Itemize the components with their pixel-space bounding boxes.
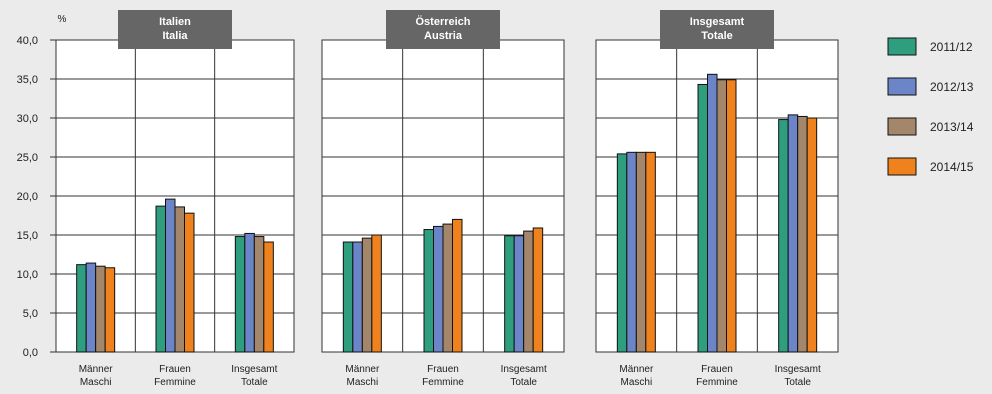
panel-title: Insgesamt: [690, 16, 745, 28]
category-label: Frauen: [427, 364, 459, 375]
panel-title: Österreich: [415, 15, 470, 28]
category-label: Frauen: [701, 364, 733, 375]
bar: [104, 267, 116, 353]
bar: [342, 241, 354, 353]
unit-label: %: [58, 14, 67, 25]
bar: [423, 229, 434, 353]
chart-panel: Männer Maschi Frauen Femmine Insgesamt Totale…: [55, 10, 295, 388]
bar: [76, 264, 87, 353]
category-label: Femmine: [696, 377, 738, 388]
category-label: Femmine: [422, 377, 464, 388]
bar: [442, 223, 453, 353]
legend-swatch: [887, 157, 917, 176]
legend-label: 2013/14: [930, 120, 974, 134]
bar: [787, 114, 799, 353]
bar: [361, 237, 373, 353]
category-label: Insgesamt: [775, 364, 821, 375]
bar: [184, 212, 195, 353]
category-label: Insgesamt: [231, 364, 277, 375]
legend-swatch: [887, 37, 917, 56]
panel-title-box: [118, 10, 232, 49]
legend-swatch: [887, 77, 917, 96]
category-label: Maschi: [80, 377, 112, 388]
bar: [234, 236, 246, 353]
bar: [626, 151, 637, 353]
panel-title: Totale: [701, 30, 733, 42]
bar: [707, 73, 718, 353]
bar: [645, 151, 656, 353]
y-tick-label: 0,0: [23, 347, 38, 359]
category-label: Männer: [79, 364, 114, 375]
bar: [716, 79, 727, 353]
panel-title: Austria: [424, 30, 463, 42]
bar: [635, 151, 647, 353]
bar: [726, 79, 737, 353]
y-tick-label: 35,0: [17, 74, 38, 86]
category-label: Maschi: [346, 377, 378, 388]
bar: [513, 235, 525, 353]
y-tick-label: 40,0: [17, 35, 38, 47]
bar: [95, 265, 106, 353]
panel-title: Italia: [162, 30, 188, 42]
y-tick-label: 5,0: [23, 308, 38, 320]
bar: [532, 227, 544, 353]
bar: [155, 205, 166, 353]
y-tick-label: 25,0: [17, 152, 38, 164]
y-tick-label: 20,0: [17, 191, 38, 203]
legend-label: 2011/12: [930, 40, 973, 54]
bar: [165, 198, 176, 353]
bar: [433, 225, 444, 353]
y-tick-label: 15,0: [17, 230, 38, 242]
bar: [85, 262, 97, 353]
panel-title: Italien: [159, 16, 191, 28]
bar: [452, 218, 463, 353]
category-label: Totale: [241, 377, 268, 388]
y-tick-label: 30,0: [17, 113, 38, 125]
category-label: Totale: [510, 377, 537, 388]
bar: [523, 230, 534, 353]
bar: [797, 115, 808, 353]
panel-title-box: [660, 10, 774, 49]
bar: [174, 206, 185, 353]
category-label: Femmine: [154, 377, 196, 388]
legend: 2011/12 2012/13 2013/14 2014/15: [887, 37, 974, 176]
chart-panels: Männer Maschi Frauen Femmine Insgesamt Totale…: [55, 10, 839, 388]
bar: [263, 241, 274, 353]
bar: [371, 234, 382, 353]
chart-panel: Männer Maschi Frauen Femmine Insgesamt Totale…: [321, 10, 565, 388]
category-label: Maschi: [620, 377, 652, 388]
category-label: Totale: [784, 377, 811, 388]
legend-label: 2014/15: [930, 160, 974, 174]
legend-swatch: [887, 117, 917, 136]
bar: [806, 117, 818, 353]
bar: [616, 153, 628, 353]
category-label: Insgesamt: [501, 364, 547, 375]
bar: [778, 119, 789, 353]
category-label: Frauen: [159, 364, 191, 375]
bar: [504, 235, 515, 353]
y-axis: 0,0 5,0 10,0 15,0 20,0 25,0 30,0 35,0 40,0: [17, 35, 56, 359]
legend-label: 2012/13: [930, 80, 974, 94]
category-label: Männer: [345, 364, 380, 375]
chart-panel: Männer Maschi Frauen Femmine Insgesamt Totale…: [595, 10, 839, 388]
bar: [253, 236, 265, 353]
category-label: Männer: [619, 364, 654, 375]
bar: [244, 232, 255, 353]
bar: [352, 241, 363, 353]
y-tick-label: 10,0: [17, 269, 38, 281]
bar: [697, 83, 708, 353]
panel-title-box: [386, 10, 500, 49]
